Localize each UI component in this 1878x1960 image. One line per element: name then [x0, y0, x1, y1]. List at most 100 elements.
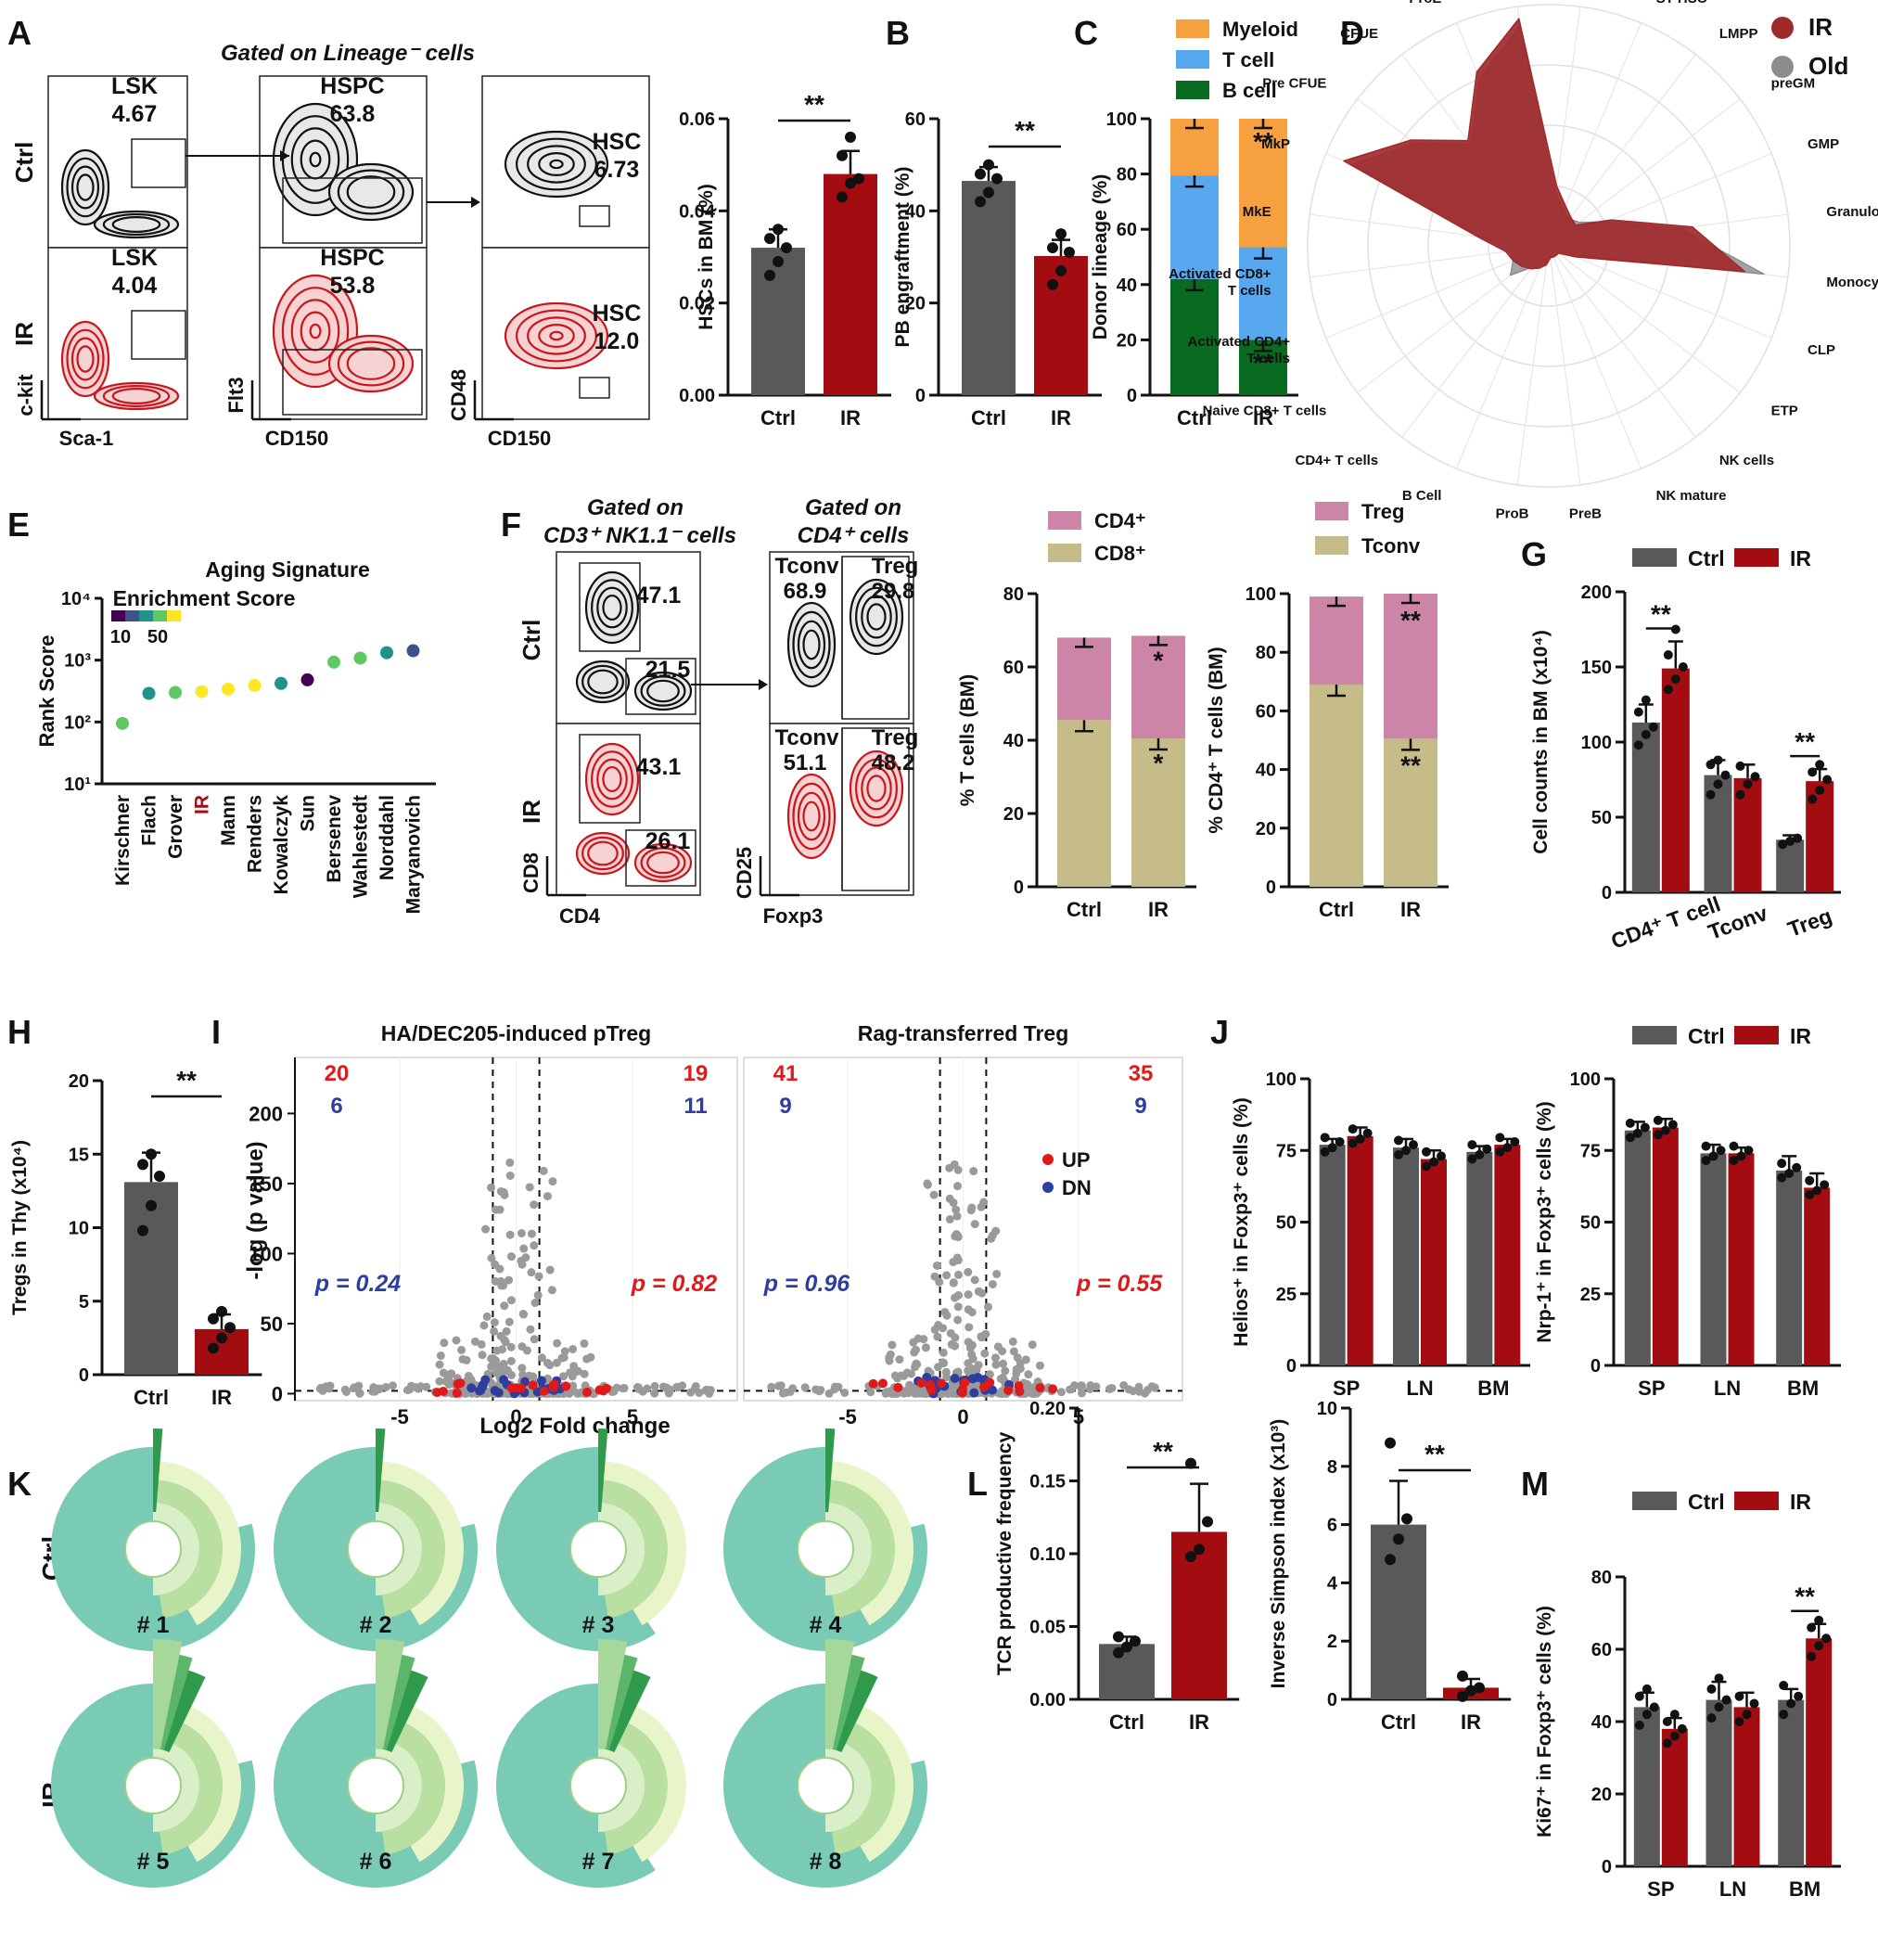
bar-ctrl — [1776, 1170, 1803, 1365]
gene-point — [530, 1299, 540, 1308]
gene-point — [953, 1270, 963, 1279]
gene-point — [953, 1182, 963, 1191]
contour — [591, 579, 633, 636]
x-tick-label: Norddahl — [377, 795, 398, 880]
data-point — [1670, 673, 1680, 684]
legend-label: IR — [1790, 546, 1811, 570]
panel-h-chart: 0 5 10 15 20 Tregs in Thy (x10⁴) Ctrl IR ** — [9, 1066, 262, 1409]
gene-point — [502, 1326, 511, 1336]
panel-b-y-tick-label: 40 — [905, 201, 926, 222]
gene-point — [929, 1190, 939, 1199]
bar-ctrl — [1466, 1151, 1493, 1365]
contour — [591, 750, 633, 808]
data-point — [146, 1199, 157, 1211]
radar-axis-label: PreB — [1569, 506, 1602, 522]
tree-center — [569, 1757, 627, 1814]
gene-point — [887, 1388, 896, 1397]
gate-name: Treg — [872, 725, 919, 750]
contour — [575, 831, 631, 876]
up-point — [985, 1377, 995, 1388]
gene-point — [830, 1382, 839, 1391]
dn-point — [969, 1388, 979, 1398]
bar-ctrl — [124, 1182, 178, 1375]
data-point — [1812, 1185, 1822, 1196]
arrow-head — [471, 197, 480, 208]
panel-f-title: CD4⁺ cells — [798, 523, 910, 548]
bar-ctrl — [1776, 839, 1805, 892]
scatter-point — [169, 685, 182, 699]
gate — [841, 556, 910, 720]
gene-point — [945, 1163, 954, 1172]
gene-point — [534, 1272, 543, 1281]
bar-ctrl — [1099, 1644, 1155, 1699]
panel-letter-B: B — [886, 14, 910, 52]
axis-x-name: CD150 — [265, 427, 328, 450]
legend-label: Treg — [1361, 500, 1404, 523]
radar-spoke — [1455, 245, 1550, 469]
colorbar-segment — [167, 610, 181, 621]
data-point — [1735, 789, 1745, 800]
gene-point — [526, 1325, 535, 1334]
x-tick-label: SP — [1333, 1377, 1360, 1400]
data-point — [1794, 1691, 1804, 1701]
panel-f2-y-tick-label: 0 — [1266, 878, 1276, 898]
tree-center — [569, 1520, 627, 1578]
data-point — [1185, 1551, 1196, 1563]
tree-center — [797, 1520, 854, 1578]
data-point — [216, 1332, 227, 1344]
gene-point — [970, 1275, 979, 1285]
panel-m-y-tick-label: 40 — [1591, 1712, 1612, 1733]
bar-ctrl — [1778, 1699, 1805, 1866]
radar-axis-label: NK cells — [1719, 453, 1774, 468]
panel-c-y-tick-label: 100 — [1106, 109, 1137, 130]
contour — [587, 840, 619, 866]
gene-point — [491, 1276, 500, 1286]
legend-swatch — [1734, 1026, 1779, 1044]
gene-point — [778, 1389, 787, 1398]
gene-point — [495, 1264, 505, 1274]
radar-spoke — [1548, 245, 1696, 438]
data-point — [1422, 1161, 1431, 1172]
data-point — [216, 1305, 227, 1317]
gene-point — [530, 1241, 539, 1250]
bar-ctrl — [1633, 1707, 1660, 1866]
legend-label: IR — [1790, 1490, 1811, 1514]
contour — [596, 758, 628, 801]
data-point — [224, 1322, 236, 1334]
data-point — [1701, 1141, 1711, 1151]
gene-point — [1009, 1347, 1018, 1356]
gate-name: Tconv — [775, 554, 840, 579]
contour — [527, 145, 586, 184]
up-point — [548, 1380, 558, 1390]
flow-population — [504, 301, 609, 370]
up-point — [539, 1386, 549, 1396]
data-point — [1743, 779, 1753, 789]
gene-point — [650, 1389, 659, 1398]
tree-ring — [153, 1697, 242, 1863]
panel-m-chart: 0 20 40 60 80 Ki67⁺ in Foxp3⁺ cells (%) SP LN BM… — [1534, 1490, 1841, 1901]
panel-b-y-tick-label: 60 — [905, 109, 926, 130]
data-point — [1729, 1141, 1739, 1151]
panel-a-title: Gated on Lineage⁻ cells — [221, 41, 475, 66]
panel-l2-chart: 0 2 4 6 8 10 Inverse Simpson index (x10³) Ctrl I… — [1268, 1399, 1512, 1734]
panel-letter-F: F — [501, 506, 521, 544]
scatter-point — [222, 682, 235, 696]
data-point — [1706, 789, 1716, 800]
x-tick-label: 0 — [957, 1405, 968, 1428]
panel-j2-y-tick-label: 25 — [1580, 1285, 1601, 1305]
gene-point — [980, 1349, 990, 1358]
data-point — [1320, 1147, 1330, 1157]
colorbar-tick: 10 — [110, 627, 131, 647]
contour — [596, 586, 628, 629]
gene-point — [945, 1194, 954, 1203]
radar-axis-label: T cells — [1246, 351, 1290, 366]
radar-axis-label: MkP — [1261, 136, 1290, 152]
stack-cd4- — [1131, 635, 1185, 739]
data-point — [1653, 1115, 1663, 1125]
radar-spoke — [1401, 245, 1550, 438]
panel-l2-y-tick-label: 6 — [1327, 1516, 1337, 1536]
gene-point — [545, 1361, 555, 1370]
gene-point — [487, 1253, 496, 1262]
gene-point — [1035, 1361, 1044, 1370]
row-label: Ctrl — [10, 142, 38, 184]
